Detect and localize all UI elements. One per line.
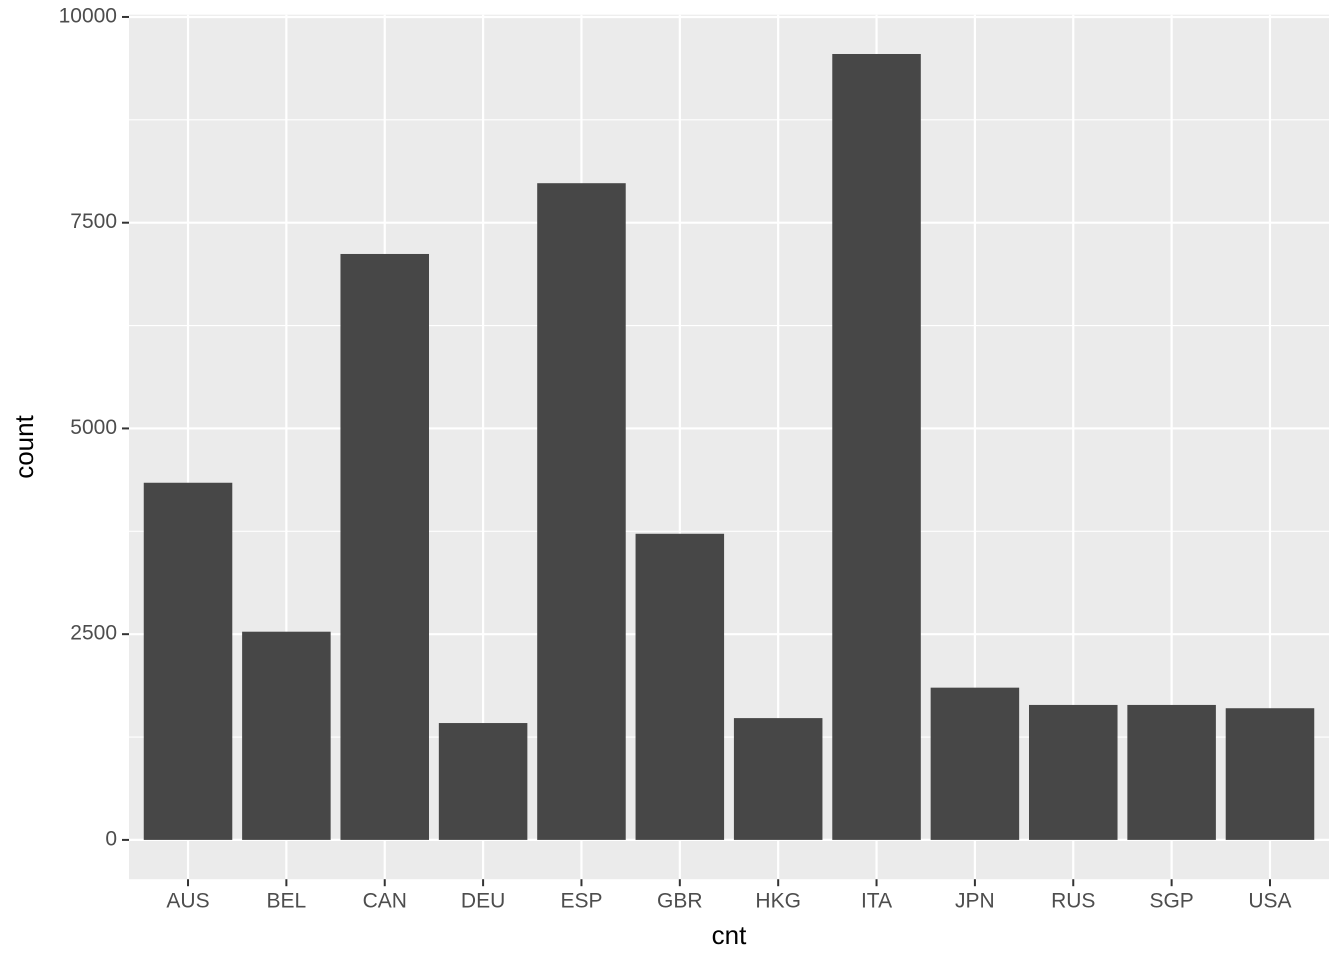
bar [930,687,1020,840]
x-tick-label: SGP [1149,890,1193,913]
x-tick-label: USA [1248,890,1291,913]
bar [1127,704,1216,840]
bar [438,723,528,840]
y-tick-label: 5000 [70,416,117,439]
bar [1225,708,1315,840]
bar [340,253,429,840]
x-tick-label: GBR [657,890,703,913]
y-tick-label: 0 [105,827,117,850]
bar [143,482,233,840]
x-tick-label: RUS [1051,890,1095,913]
bar [635,533,725,840]
y-tick-label: 10000 [59,5,117,28]
x-tick-label: ITA [861,890,892,913]
x-axis-title: cnt [712,920,747,950]
bar [1029,704,1118,840]
y-tick-label: 2500 [70,622,117,645]
x-tick-label: AUS [166,890,209,913]
x-tick-label: DEU [461,890,505,913]
x-tick-label: JPN [955,890,995,913]
bar [537,183,626,840]
bar [733,718,823,840]
bar [242,631,331,840]
x-tick-label: ESP [560,890,602,913]
x-tick-label: BEL [267,890,307,913]
bar [832,53,921,840]
y-axis-title: count [9,414,39,478]
x-tick-label: HKG [755,890,801,913]
x-tick-label: CAN [363,890,407,913]
y-tick-label: 7500 [70,210,117,233]
